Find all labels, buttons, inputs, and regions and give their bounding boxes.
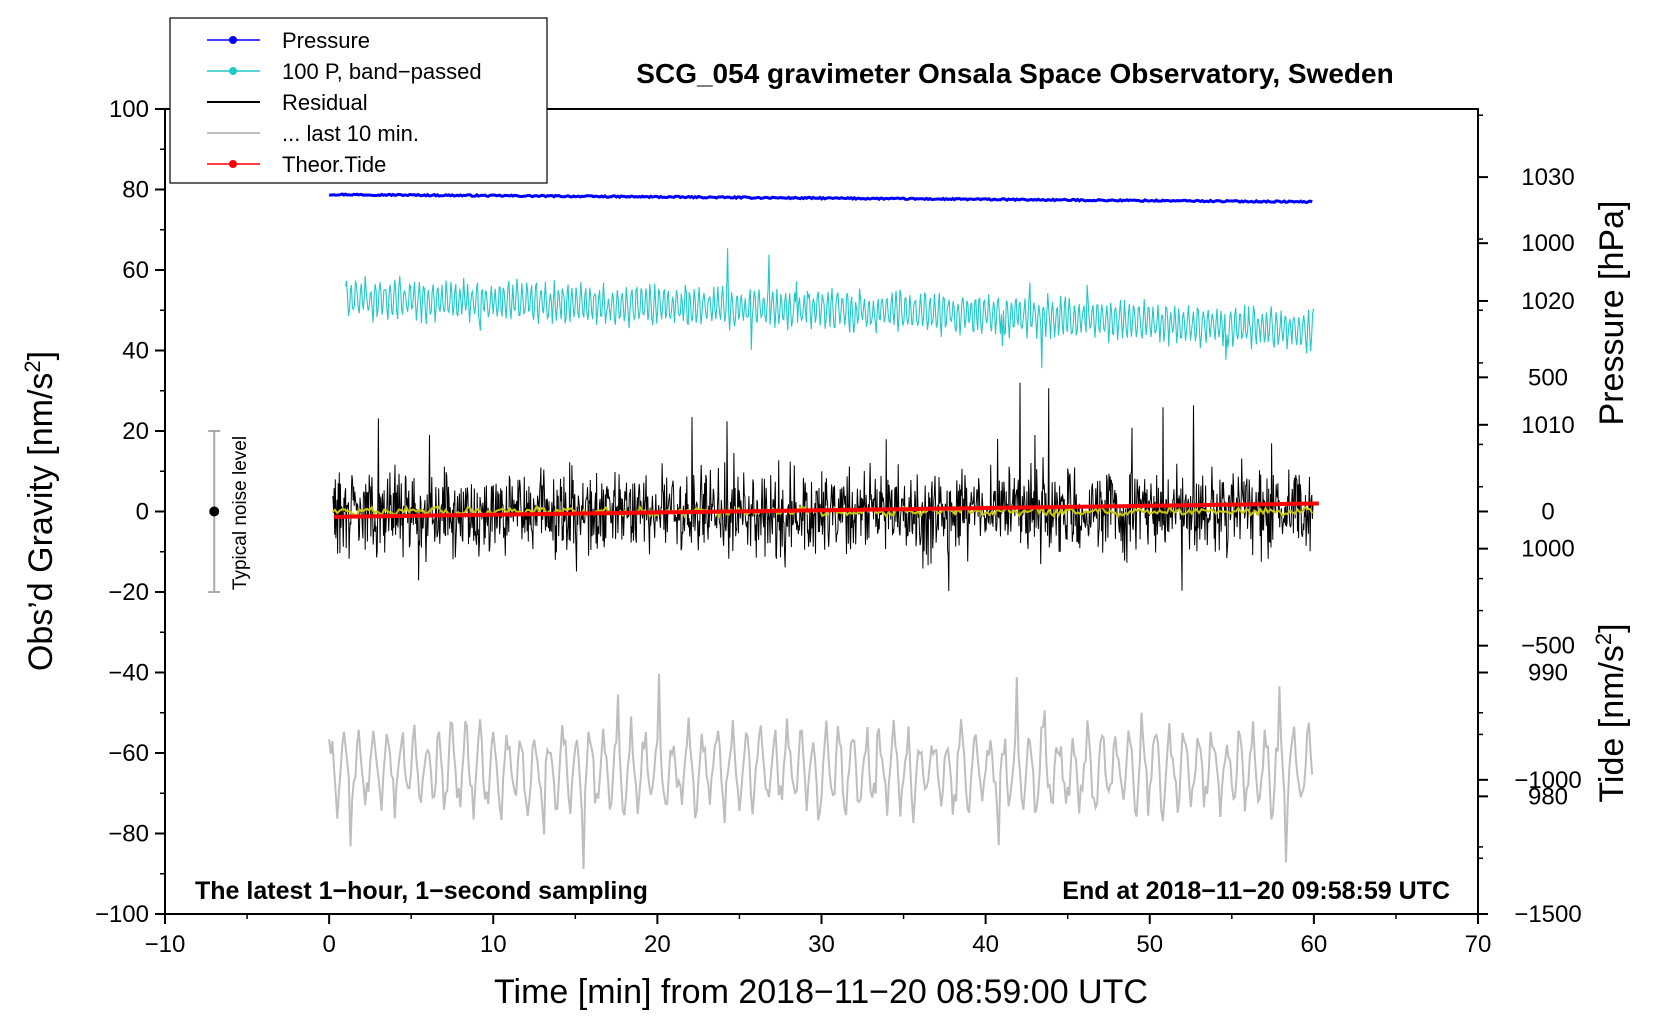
y-pressure-tick-label: 1010 bbox=[1521, 412, 1574, 439]
legend-label-bandpassed: 100 P, band−passed bbox=[282, 59, 482, 84]
y-left-tick-label: −100 bbox=[95, 901, 149, 928]
legend-item-pressure: Pressure bbox=[207, 28, 370, 53]
y-pressure-tick-label: 1000 bbox=[1521, 536, 1574, 563]
legend-item-tide: Theor.Tide bbox=[207, 152, 386, 177]
x-tick-label: 40 bbox=[972, 931, 999, 958]
x-tick-label: −10 bbox=[145, 931, 186, 958]
y-axis-label-left: Obs’d Gravity [nm/s2] bbox=[20, 351, 60, 671]
y-left-tick-label: 0 bbox=[136, 499, 149, 526]
y-axis-label-tide-sup: 2 bbox=[1591, 633, 1616, 645]
legend-item-residual: Residual bbox=[207, 90, 368, 115]
y-tide-tick-label: 500 bbox=[1528, 364, 1568, 391]
legend: Pressure 100 P, band−passed Residual ...… bbox=[169, 17, 548, 184]
y-left-tick-label: 100 bbox=[109, 96, 149, 123]
series-residual-smoothed bbox=[331, 504, 1314, 519]
note-latest-hour: The latest 1−hour, 1−second sampling bbox=[195, 877, 648, 905]
plot-data-layer bbox=[328, 192, 1319, 870]
series-pressure bbox=[328, 192, 1313, 205]
y-axis-label-tide-close: ] bbox=[1593, 623, 1631, 632]
noise-indicator: Typical noise level bbox=[208, 430, 251, 593]
y-tide-tick-label: 1000 bbox=[1521, 230, 1574, 257]
legend-marker-bandpassed bbox=[229, 67, 237, 75]
y-left-tick-label: −60 bbox=[108, 740, 149, 767]
series-theoretical-tide bbox=[333, 501, 1319, 519]
y-left-tick-label: −20 bbox=[108, 579, 149, 606]
legend-item-bandpassed: 100 P, band−passed bbox=[207, 59, 482, 84]
x-tick-label: 60 bbox=[1301, 931, 1328, 958]
series-last-10-min bbox=[328, 673, 1314, 870]
legend-item-last10: ... last 10 min. bbox=[207, 121, 419, 146]
y-axis-label-tide: Tide [nm/s2] bbox=[1591, 623, 1631, 802]
legend-marker-tide bbox=[229, 160, 237, 168]
x-tick-label: 10 bbox=[480, 931, 507, 958]
y-axis-label-left-sup: 2 bbox=[20, 360, 45, 372]
y-axis-label-pressure: Pressure [hPa] bbox=[1593, 201, 1631, 426]
x-tick-label: 0 bbox=[322, 931, 335, 958]
note-end-time: End at 2018−11−20 09:58:59 UTC bbox=[1062, 877, 1450, 905]
y-tide-tick-label: −1500 bbox=[1514, 901, 1581, 928]
y-axis-label-left-main: Obs’d Gravity [nm/s bbox=[22, 373, 60, 672]
y-left-tick-label: 60 bbox=[122, 257, 149, 284]
x-tick-label: 20 bbox=[644, 931, 671, 958]
chart-title: SCG_054 gravimeter Onsala Space Observat… bbox=[636, 58, 1393, 89]
y-left-tick-label: 80 bbox=[122, 177, 149, 204]
legend-label-tide: Theor.Tide bbox=[282, 152, 386, 177]
y-axis-label-tide-main: Tide [nm/s bbox=[1593, 645, 1631, 802]
noise-label: Typical noise level bbox=[230, 436, 251, 590]
x-tick-label: 70 bbox=[1465, 931, 1492, 958]
y-axis-label-left-close: ] bbox=[22, 351, 60, 360]
y-pressure-tick-label: 990 bbox=[1528, 660, 1568, 687]
y-tide-tick-label: −500 bbox=[1521, 633, 1575, 660]
legend-marker-pressure bbox=[229, 36, 237, 44]
legend-label-residual: Residual bbox=[282, 90, 368, 115]
series-residual bbox=[331, 382, 1314, 592]
x-tick-label: 30 bbox=[808, 931, 835, 958]
y-tide-tick-label: −1000 bbox=[1514, 767, 1581, 794]
y-left-tick-label: 40 bbox=[122, 338, 149, 365]
x-axis-label: Time [min] from 2018−11−20 08:59:00 UTC bbox=[494, 973, 1148, 1011]
y-left-tick-label: −80 bbox=[108, 821, 149, 848]
y-tide-tick-label: 0 bbox=[1541, 499, 1554, 526]
y-pressure-tick-label: 1020 bbox=[1521, 288, 1574, 315]
y-pressure-tick-label: 1030 bbox=[1521, 164, 1574, 191]
y-pressure-tick-label: 980 bbox=[1528, 783, 1568, 810]
y-left-tick-label: −40 bbox=[108, 660, 149, 687]
noise-center-dot bbox=[209, 506, 220, 517]
axes-layer: −10 0 10 20 30 40 50 60 70−100−80−60−40−20020406… bbox=[95, 96, 1582, 958]
x-tick-label: 50 bbox=[1136, 931, 1163, 958]
legend-label-pressure: Pressure bbox=[282, 28, 370, 53]
y-left-tick-label: 20 bbox=[122, 418, 149, 445]
legend-box bbox=[169, 17, 548, 184]
series-bandpassed-pressure bbox=[344, 248, 1315, 369]
legend-label-last10: ... last 10 min. bbox=[282, 121, 419, 146]
